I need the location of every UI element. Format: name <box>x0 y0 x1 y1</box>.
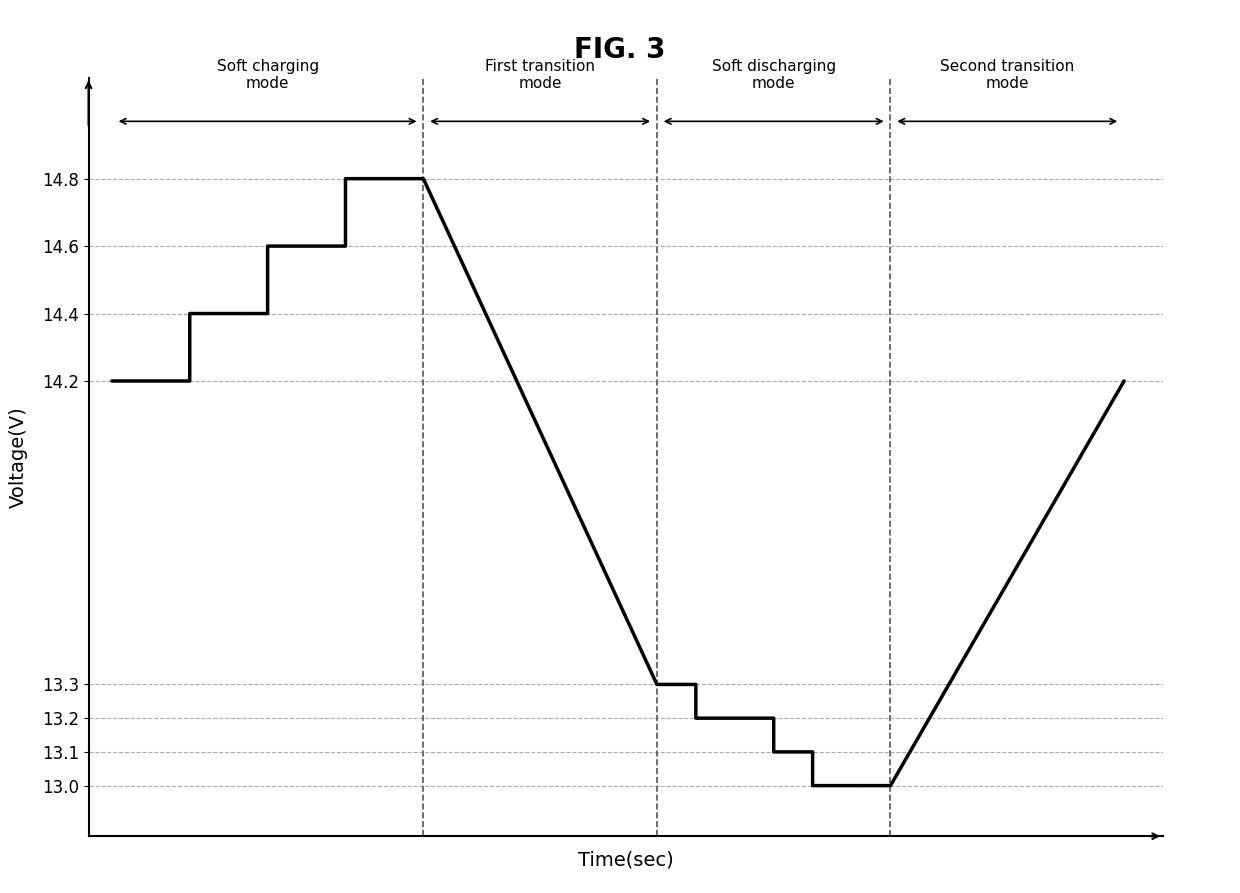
Text: Soft discharging
mode: Soft discharging mode <box>712 59 836 91</box>
Text: Soft charging
mode: Soft charging mode <box>217 59 319 91</box>
Text: Second transition
mode: Second transition mode <box>940 59 1074 91</box>
Text: First transition
mode: First transition mode <box>485 59 595 91</box>
Y-axis label: Voltage(V): Voltage(V) <box>9 406 27 508</box>
X-axis label: Time(sec): Time(sec) <box>578 850 673 869</box>
Text: FIG. 3: FIG. 3 <box>574 36 666 63</box>
